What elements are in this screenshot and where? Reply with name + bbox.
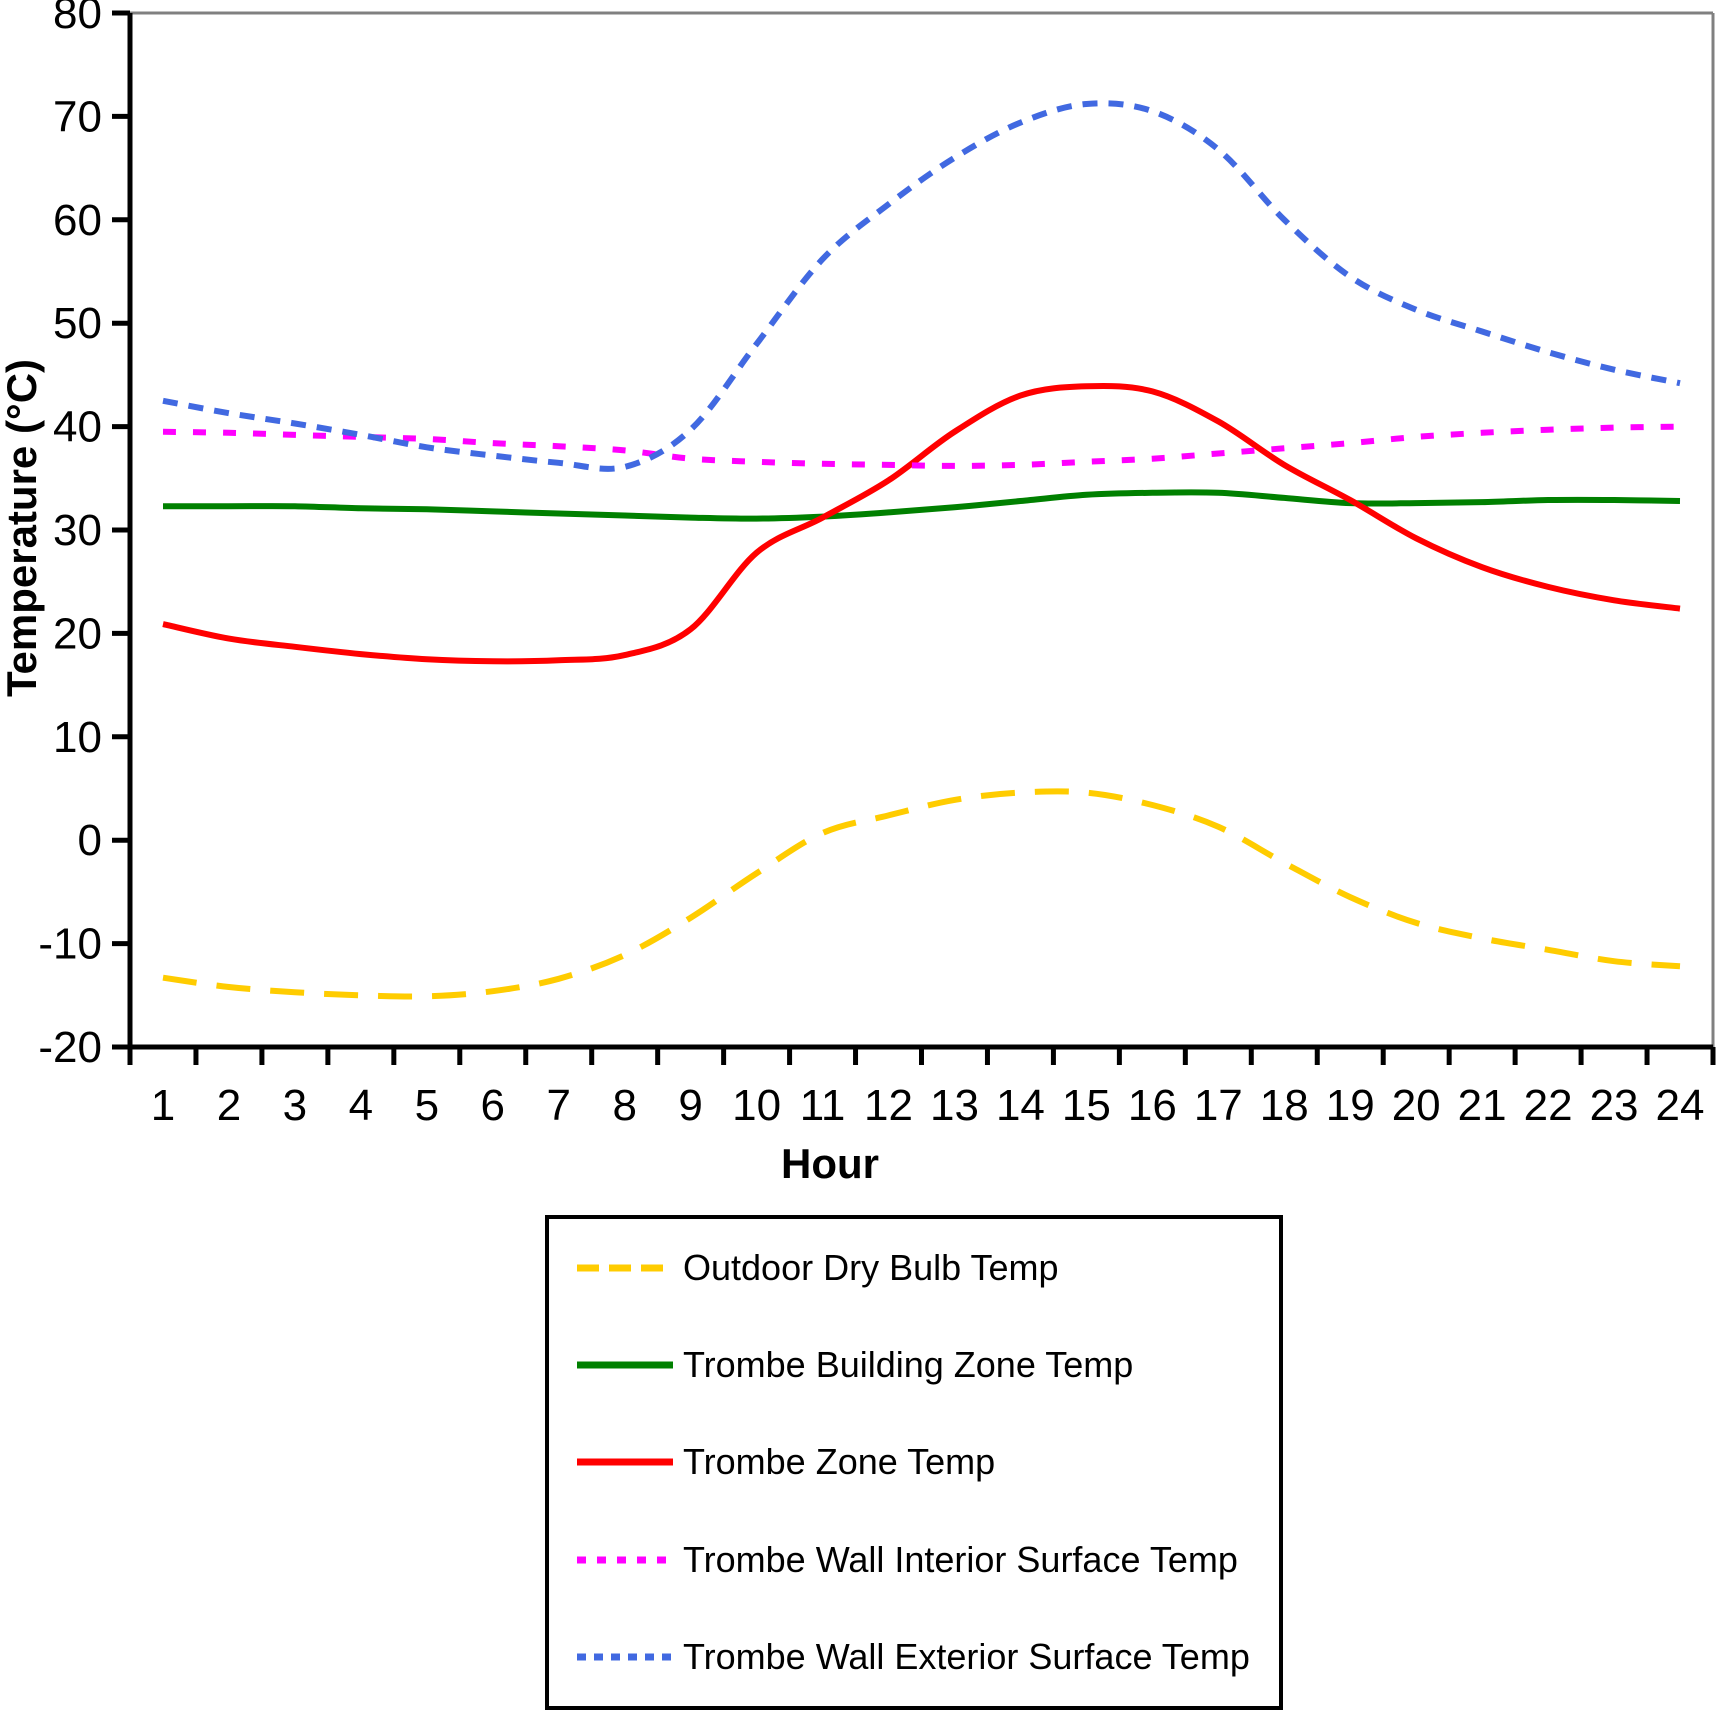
legend-line-sample-outdoor-dry-bulb-temp: [577, 1264, 673, 1272]
legend: Outdoor Dry Bulb Temp Trombe Building Zon…: [545, 1215, 1283, 1710]
y-tick-label: -20: [38, 1023, 102, 1072]
legend-label: Outdoor Dry Bulb Temp: [683, 1246, 1059, 1288]
x-tick-label: 13: [930, 1081, 979, 1130]
y-tick-label: 40: [53, 403, 102, 452]
series-line-trombe-wall-interior-surface-temp: [162, 423, 1681, 469]
legend-item-trombe-building-zone-temp: Trombe Building Zone Temp: [549, 1344, 1279, 1386]
x-tick-label: 20: [1392, 1081, 1441, 1130]
legend-label: Trombe Wall Interior Surface Temp: [683, 1538, 1238, 1580]
series-line-outdoor-dry-bulb-temp: [162, 788, 1681, 1000]
x-tick-label: 16: [1128, 1081, 1177, 1130]
series-line-trombe-wall-exterior-surface-temp: [162, 100, 1681, 472]
y-tick-label: 0: [78, 816, 102, 865]
y-tick-label: 20: [53, 609, 102, 658]
x-tick-label: 15: [1062, 1081, 1111, 1130]
x-tick-label: 8: [612, 1081, 636, 1130]
x-tick-label: 14: [996, 1081, 1045, 1130]
y-axis-title: Temperature (°C): [0, 359, 45, 697]
legend-label: Trombe Zone Temp: [683, 1441, 996, 1483]
x-tick-label: 7: [546, 1081, 570, 1130]
x-tick-label: 24: [1656, 1081, 1705, 1130]
x-axis-title: Hour: [781, 1140, 879, 1187]
x-tick-label: 4: [349, 1081, 373, 1130]
y-tick-label: 50: [53, 299, 102, 348]
legend-line-sample-trombe-wall-interior-surface-temp: [577, 1556, 673, 1564]
legend-item-trombe-zone-temp: Trombe Zone Temp: [549, 1441, 1279, 1483]
legend-item-trombe-wall-exterior-surface-temp: Trombe Wall Exterior Surface Temp: [549, 1636, 1279, 1678]
y-tick-label: -10: [38, 920, 102, 969]
x-tick-label: 11: [800, 1081, 846, 1130]
x-tick-label: 17: [1194, 1081, 1243, 1130]
x-tick-label: 19: [1326, 1081, 1375, 1130]
legend-line-sample-trombe-building-zone-temp: [577, 1361, 673, 1369]
x-tick-label: 12: [864, 1081, 913, 1130]
y-tick-label: 10: [53, 713, 102, 762]
y-tick-label: 70: [53, 92, 102, 141]
x-tick-label: 9: [678, 1081, 702, 1130]
x-tick-label: 23: [1590, 1081, 1639, 1130]
x-tick-label: 5: [415, 1081, 439, 1130]
legend-item-trombe-wall-interior-surface-temp: Trombe Wall Interior Surface Temp: [549, 1539, 1279, 1581]
x-tick-label: 18: [1260, 1081, 1309, 1130]
x-tick-label: 6: [481, 1081, 505, 1130]
legend-line-sample-trombe-wall-exterior-surface-temp: [577, 1653, 673, 1661]
series-line-trombe-zone-temp: [162, 382, 1681, 665]
x-tick-label: 10: [732, 1081, 781, 1130]
x-tick-label: 3: [283, 1081, 307, 1130]
legend-label: Trombe Wall Exterior Surface Temp: [683, 1636, 1250, 1678]
legend-label: Trombe Building Zone Temp: [683, 1344, 1134, 1386]
y-tick-label: 80: [53, 0, 102, 38]
x-tick-label: 21: [1458, 1081, 1507, 1130]
y-tick-label: 30: [53, 506, 102, 555]
x-tick-label: 1: [151, 1081, 175, 1130]
y-tick-label: 60: [53, 196, 102, 245]
x-tick-label: 22: [1524, 1081, 1573, 1130]
legend-line-sample-trombe-zone-temp: [577, 1458, 673, 1466]
legend-item-outdoor-dry-bulb-temp: Outdoor Dry Bulb Temp: [549, 1247, 1279, 1289]
series-line-trombe-building-zone-temp: [163, 489, 1681, 522]
x-tick-label: 2: [217, 1081, 241, 1130]
